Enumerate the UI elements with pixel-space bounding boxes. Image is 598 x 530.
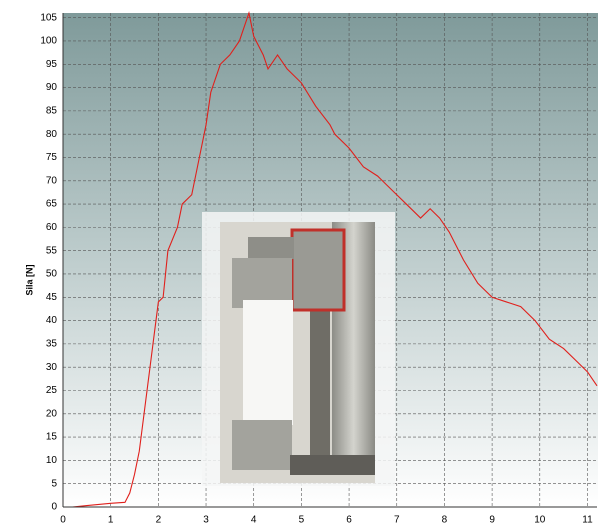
y-tick-label: 70 <box>46 175 58 186</box>
base <box>290 455 375 475</box>
y-tick-label: 90 <box>46 82 58 93</box>
y-tick-label: 60 <box>46 222 58 233</box>
x-tick-label: 9 <box>489 515 495 526</box>
y-tick-label: 55 <box>46 245 58 256</box>
x-tick-label: 0 <box>60 515 66 526</box>
specimen <box>243 300 293 425</box>
x-tick-label: 8 <box>442 515 448 526</box>
y-tick-label: 25 <box>46 385 58 396</box>
y-tick-label: 100 <box>40 36 57 47</box>
x-tick-label: 7 <box>394 515 400 526</box>
plot <box>72 10 598 508</box>
inset-photo <box>202 212 395 486</box>
x-tick-label: 3 <box>203 515 209 526</box>
lower-grip <box>232 420 292 470</box>
screw <box>310 300 330 460</box>
upper-grip <box>232 258 292 308</box>
y-tick-label: 0 <box>51 502 57 513</box>
x-tick-label: 10 <box>534 515 546 526</box>
y-tick-label: 40 <box>46 315 58 326</box>
y-tick-label: 85 <box>46 106 58 117</box>
y-tick-label: 30 <box>46 362 58 373</box>
y-tick-label: 45 <box>46 292 58 303</box>
y-tick-label: 35 <box>46 339 58 350</box>
y-tick-label: 15 <box>46 432 58 443</box>
crosshead <box>290 228 346 312</box>
x-tick-label: 2 <box>156 515 162 526</box>
y-tick-label: 80 <box>46 129 58 140</box>
y-axis-label: Sila [N] <box>24 264 34 295</box>
y-tick-label: 10 <box>46 455 58 466</box>
data-line <box>72 10 598 508</box>
x-tick-label: 4 <box>251 515 257 526</box>
y-tick-label: 50 <box>46 269 58 280</box>
x-tick-label: 11 <box>582 515 593 526</box>
y-tick-label: 75 <box>46 152 58 163</box>
y-tick-label: 5 <box>51 478 57 489</box>
y-tick-label: 20 <box>46 408 58 419</box>
x-tick-label: 6 <box>346 515 352 526</box>
x-tick-label: 5 <box>299 515 305 526</box>
y-tick-label: 65 <box>46 199 58 210</box>
y-tick-label: 95 <box>46 59 58 70</box>
y-tick-label: 105 <box>40 12 57 23</box>
x-tick-label: 1 <box>108 515 114 526</box>
upper-clamp <box>248 237 294 259</box>
